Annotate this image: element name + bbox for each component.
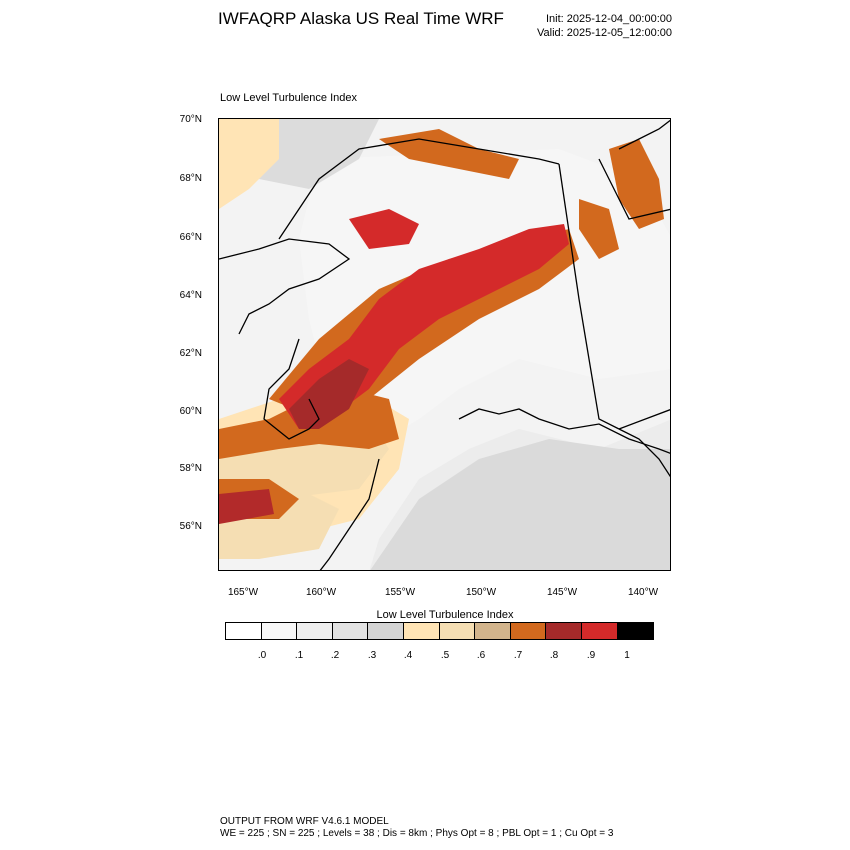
colorbar-swatch [261,623,298,639]
lon-label: 160°W [305,587,337,598]
lat-label: 56°N [179,521,202,532]
colorbar-swatch [332,623,369,639]
lat-label: 60°N [179,406,202,417]
border-yukon-nwt [598,158,670,220]
lon-label: 140°W [627,587,659,598]
colorbar-swatch [439,623,476,639]
turbulence-map [218,118,671,571]
border-alaska-canada [558,163,620,430]
lon-label: 145°W [546,587,578,598]
lat-label: 58°N [179,463,202,474]
field-orange-yukon [579,199,619,259]
colorbar-title: Low Level Turbulence Index [376,609,514,621]
colorbar-swatch [617,623,654,639]
lon-label: 155°W [384,587,416,598]
lat-label: 64°N [179,290,202,301]
footer-line-config: WE = 225 ; SN = 225 ; Levels = 38 ; Dis … [220,828,614,839]
lat-label: 70°N [179,114,202,125]
field-orange-north [379,129,519,179]
footer-line-model: OUTPUT FROM WRF V4.6.1 MODEL [220,816,389,827]
colorbar-label: .3 [367,650,377,661]
lat-label: 68°N [179,173,202,184]
field-orange-northeast [609,139,664,229]
colorbar-swatch [297,623,333,639]
colorbar-label: 1 [624,650,630,661]
colorbar-swatch [475,623,511,639]
coastline-peninsula [319,458,380,570]
colorbar-swatch [510,623,547,639]
colorbar-label: .8 [549,650,559,661]
field-red-sw-corner [219,489,274,524]
map-title: Low Level Turbulence Index [220,92,357,104]
field-pale-orange-west [219,119,279,209]
page-title: IWFAQRP Alaska US Real Time WRF [218,9,504,28]
colorbar-label: .1 [294,650,304,661]
colorbar-swatch [546,623,582,639]
field-red-core [289,359,369,429]
border-bc [618,409,670,430]
lat-label: 62°N [179,348,202,359]
colorbar [225,622,655,640]
run-times: Init: 2025-12-04_00:00:00 Valid: 2025-12… [537,12,672,40]
coastline-north [278,138,560,240]
coastline-southwest [263,338,320,440]
colorbar-label: .0 [257,650,267,661]
lon-label: 165°W [227,587,259,598]
map-svg [219,119,670,570]
field-grey-gulf [370,439,670,570]
colorbar-swatch [226,623,262,639]
colorbar-swatch [368,623,404,639]
coastline-panhandle [618,428,670,478]
model-footer: OUTPUT FROM WRF V4.6.1 MODEL WE = 225 ; … [220,816,613,840]
valid-time: Valid: 2025-12-05_12:00:00 [537,27,672,39]
colorbar-swatch [581,623,618,639]
colorbar-label: .6 [476,650,486,661]
colorbar-label: .5 [440,650,450,661]
init-time: Init: 2025-12-04_00:00:00 [546,13,672,25]
field-red-north-patch [349,209,419,249]
lon-label: 150°W [465,587,497,598]
colorbar-swatch [403,623,440,639]
coastline-arctic-ne [618,119,670,150]
coastline-west [219,238,351,335]
colorbar-label: .7 [513,650,523,661]
lat-label: 66°N [179,232,202,243]
colorbar-label: .4 [403,650,413,661]
colorbar-label: .9 [586,650,596,661]
colorbar-label: .2 [330,650,340,661]
